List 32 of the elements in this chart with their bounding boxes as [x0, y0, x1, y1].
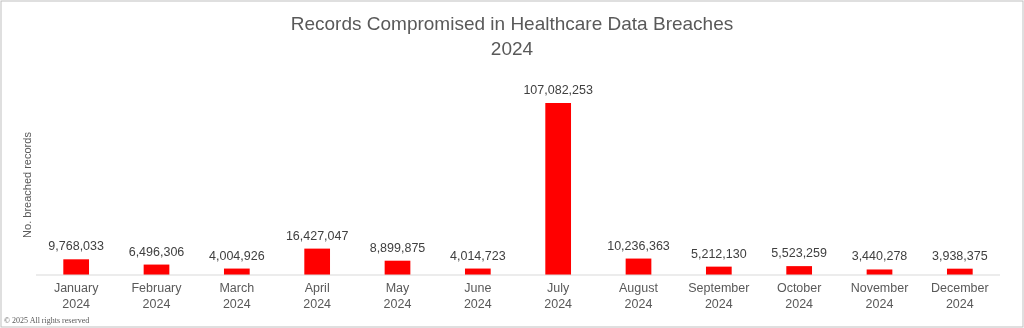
- x-tick-label: May 2024: [383, 281, 412, 311]
- bar: [63, 259, 90, 275]
- bar: [304, 248, 331, 275]
- data-label: 5,212,130: [691, 246, 747, 261]
- data-label: 16,427,047: [285, 228, 349, 243]
- x-tick-label: December 2024: [931, 281, 989, 311]
- chart-title: Records Compromised in Healthcare Data Breaches: [290, 13, 734, 34]
- data-label: 4,014,723: [450, 248, 506, 263]
- x-tick-label: March 2024: [219, 281, 255, 311]
- data-label: 3,440,278: [851, 249, 908, 264]
- x-tick-label: October 2024: [776, 281, 822, 311]
- text: © 2025 All rights reserved: [4, 316, 90, 325]
- data-label: 10,236,363: [607, 238, 670, 253]
- x-tick-label: April 2024: [303, 281, 332, 311]
- data-label: 8,899,875: [369, 240, 426, 255]
- data-label: 107,082,253: [523, 83, 593, 97]
- data-label: 9,768,033: [48, 239, 105, 254]
- bar: [545, 103, 572, 275]
- x-tick-label: July 2024: [544, 281, 573, 311]
- x-tick-label: November 2024: [850, 281, 909, 311]
- bar: [786, 266, 813, 275]
- y-axis-title: No. breached records: [21, 131, 33, 238]
- chart-subtitle: 2024: [490, 38, 534, 59]
- data-label: 6,496,306: [128, 244, 185, 259]
- data-label: 3,938,375: [932, 248, 988, 263]
- x-tick-label: February 2024: [131, 281, 183, 311]
- data-label: 4,004,926: [209, 248, 265, 263]
- x-tick-label: January 2024: [53, 281, 100, 311]
- data-label: 5,523,259: [771, 246, 828, 261]
- x-tick-label: September 2024: [688, 281, 750, 311]
- x-tick-label: August 2024: [619, 281, 659, 311]
- x-tick-label: June 2024: [463, 281, 492, 311]
